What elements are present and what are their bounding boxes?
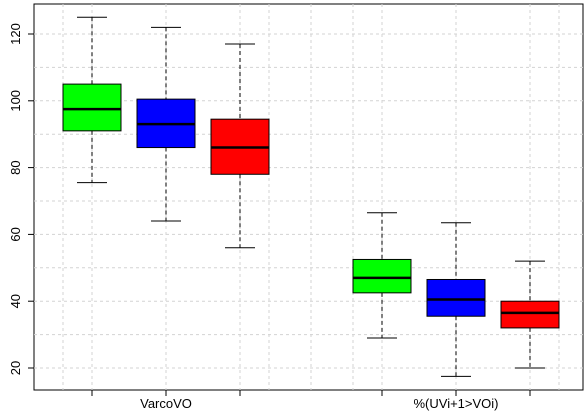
y-tick-label: 60 [8,227,23,241]
box [500,300,560,329]
y-tick-label: 120 [8,23,23,45]
y-tick-label: 40 [8,294,23,308]
grid [34,4,583,390]
y-tick-label: 100 [8,90,23,112]
box [426,278,486,317]
x-axis: VarcoVO %(UVi+1>VOi) [91,390,531,411]
y-tick-label: 20 [8,361,23,375]
box [352,258,412,294]
y-axis: 20 40 60 80 100 120 [8,23,34,375]
y-tick-label: 80 [8,160,23,174]
x-group-label: %(UVi+1>VOi) [413,396,498,411]
plot-frame [33,3,584,391]
x-group-label: VarcoVO [140,396,192,411]
box [62,83,122,132]
boxes [62,16,560,377]
